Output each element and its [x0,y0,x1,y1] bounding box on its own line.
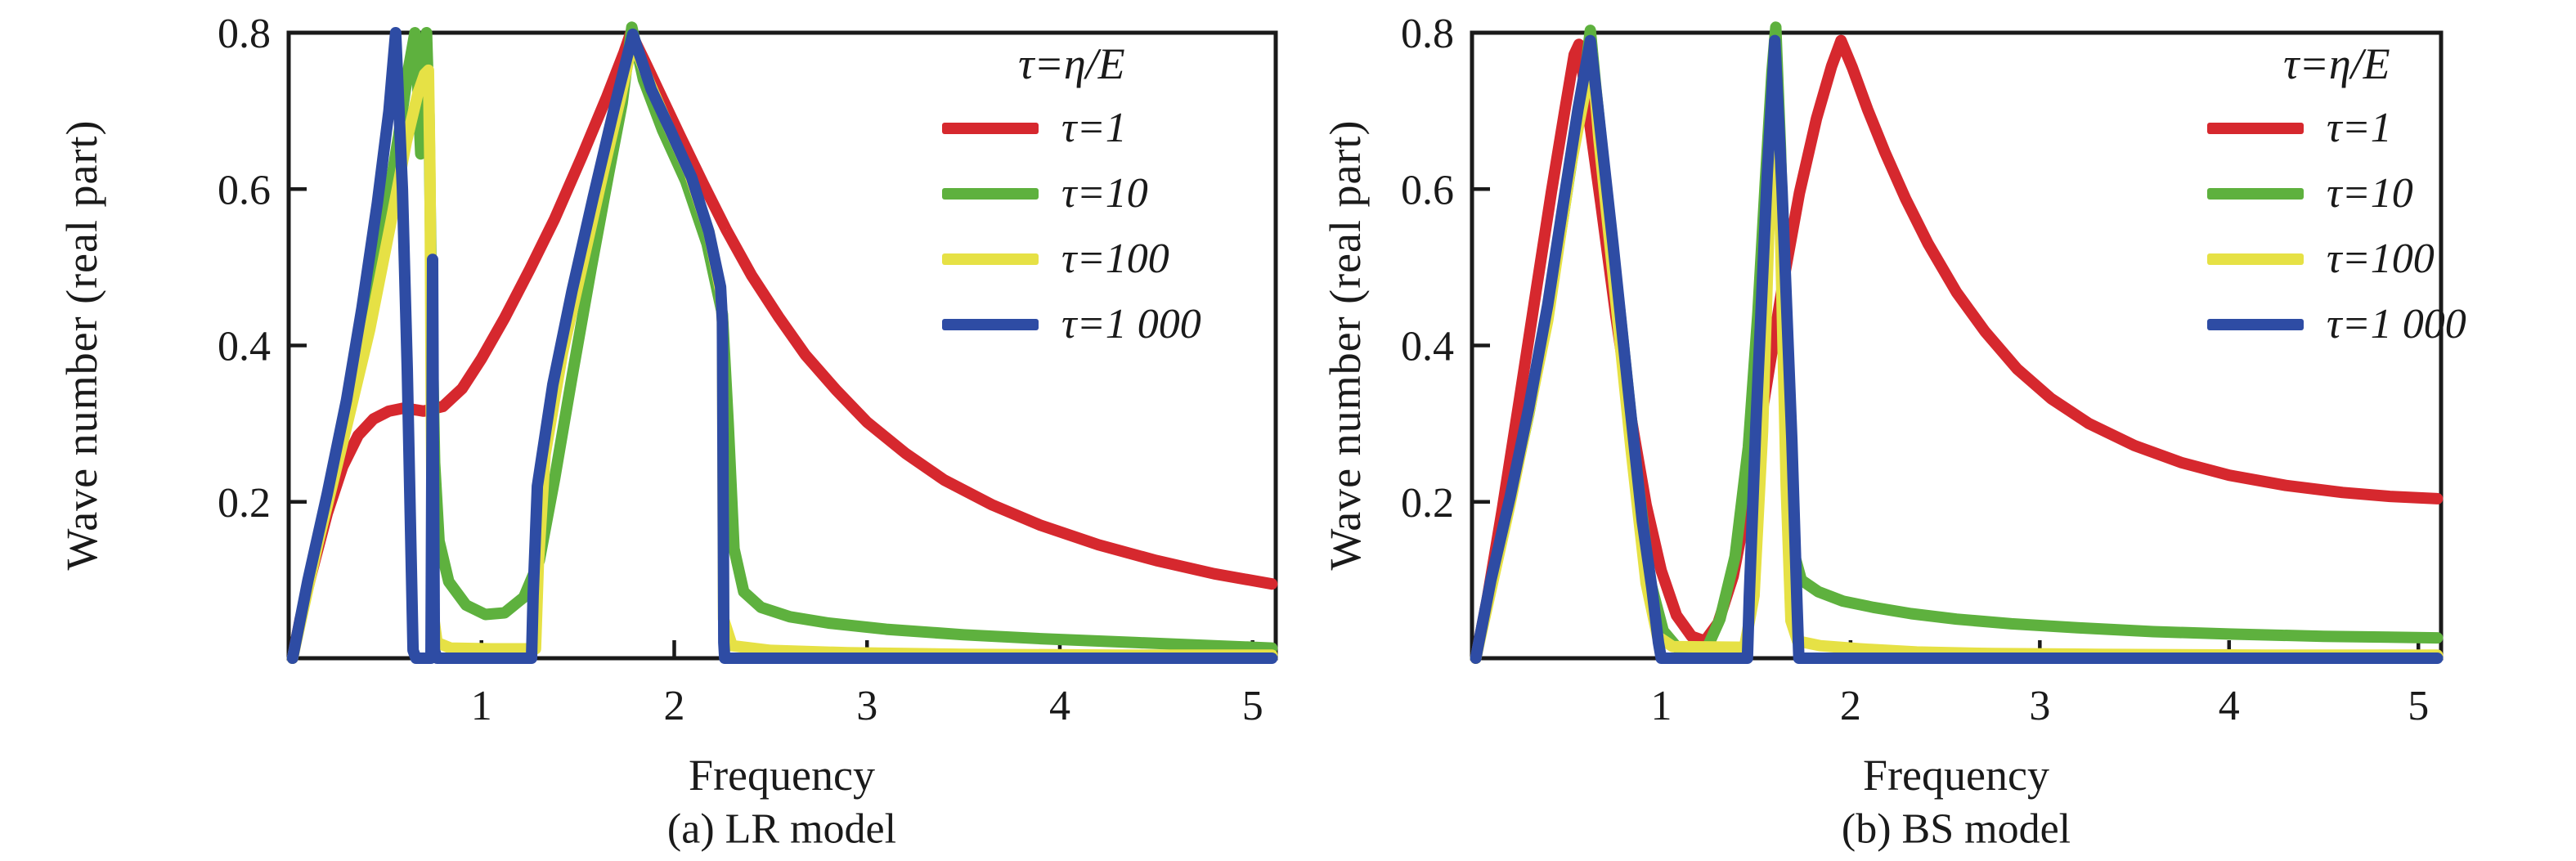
legend-item: τ=1 [2207,101,2466,155]
legend-label: τ=10 [1061,170,1148,217]
legend-swatch-tau-10 [942,188,1039,200]
x-axis-label-b: Frequency [1863,751,2049,800]
legend-label: τ=1 [2327,105,2392,151]
legend-swatch-tau-100 [2207,253,2304,265]
legend-label: τ=1 000 [2327,301,2466,348]
svg-text:0.2: 0.2 [218,480,271,527]
chart-panel-b: 1 2 3 4 5 0.2 0.4 0.6 0.8 [1401,11,2444,729]
svg-text:4: 4 [1049,683,1070,729]
legend-swatch-tau-1000 [2207,319,2304,330]
legend-label: τ=1 [1061,105,1127,151]
legend-item: τ=100 [2207,232,2466,286]
svg-text:4: 4 [2219,683,2240,729]
panel-lr-model: 1 2 3 4 5 0.2 0.4 0.6 0.8 Wave number (real part… [57,11,1278,853]
legend-item: τ=100 [942,232,1201,286]
svg-text:0.6: 0.6 [1401,167,1454,213]
svg-text:5: 5 [2408,683,2429,729]
panel-bs-model: 1 2 3 4 5 0.2 0.4 0.6 0.8 Wave number (real part… [1288,0,2576,861]
y-axis-label-a: Wave number (real part) [57,119,106,571]
svg-text:1: 1 [1650,683,1672,729]
svg-text:0.8: 0.8 [218,11,271,57]
legend-b: τ=η/E τ=1 τ=10 τ=100 τ=1 000 [2207,38,2466,352]
legend-title: τ=η/E [1018,39,1125,88]
svg-text:3: 3 [856,683,877,729]
legend-label: τ=1 000 [1061,301,1201,348]
legend-label: τ=100 [2327,235,2435,282]
caption-b: (b) BS model [1841,805,2071,853]
svg-text:0.4: 0.4 [1401,324,1454,370]
legend-item: τ=1 000 [2207,298,2466,352]
y-axis-label-b: Wave number (real part) [1321,119,1370,571]
legend-title: τ=η/E [2283,39,2390,88]
x-axis-label-a: Frequency [689,751,875,800]
svg-text:0.6: 0.6 [218,167,271,213]
legend-item: τ=10 [942,167,1201,221]
svg-text:3: 3 [2029,683,2050,729]
legend-label: τ=100 [1061,235,1169,282]
legend-swatch-tau-1000 [942,319,1039,330]
svg-text:1: 1 [471,683,492,729]
svg-text:2: 2 [1840,683,1861,729]
svg-text:0.4: 0.4 [218,324,271,370]
legend-item: τ=1 [942,101,1201,155]
chart-panel-a: 1 2 3 4 5 0.2 0.4 0.6 0.8 [218,11,1278,729]
svg-text:0.2: 0.2 [1401,480,1454,527]
legend-swatch-tau-1 [2207,123,2304,134]
legend-item: τ=10 [2207,167,2466,221]
svg-text:0.8: 0.8 [1401,11,1454,57]
svg-text:2: 2 [663,683,684,729]
legend-swatch-tau-10 [2207,188,2304,200]
legend-label: τ=10 [2327,170,2413,217]
legend-swatch-tau-100 [942,253,1039,265]
legend-item: τ=1 000 [942,298,1201,352]
legend-a: τ=η/E τ=1 τ=10 τ=100 τ=1 000 [942,38,1201,352]
svg-text:5: 5 [1242,683,1263,729]
legend-swatch-tau-1 [942,123,1039,134]
caption-a: (a) LR model [666,805,897,853]
